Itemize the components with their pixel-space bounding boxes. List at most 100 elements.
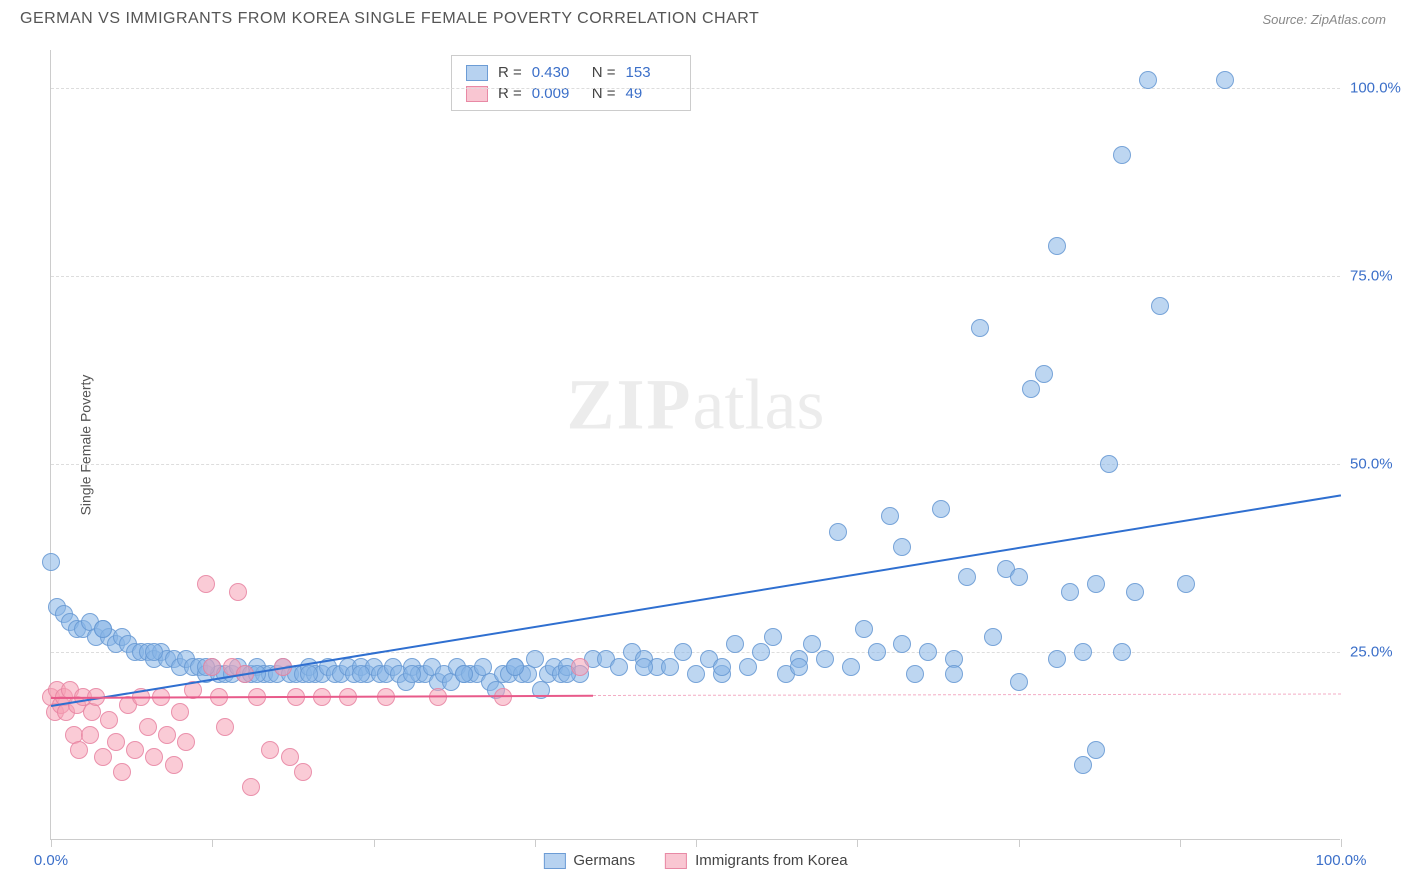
data-point — [726, 635, 744, 653]
data-point — [197, 575, 215, 593]
data-point — [893, 635, 911, 653]
data-point — [70, 741, 88, 759]
data-point — [506, 658, 524, 676]
data-point — [1048, 650, 1066, 668]
data-point — [984, 628, 1002, 646]
data-point — [94, 748, 112, 766]
data-point — [571, 658, 589, 676]
data-point — [674, 643, 692, 661]
data-point — [1035, 365, 1053, 383]
data-point — [294, 763, 312, 781]
data-point — [113, 763, 131, 781]
data-point — [1087, 741, 1105, 759]
legend-row-korea: R = 0.009 N = 49 — [466, 83, 676, 104]
data-point — [83, 703, 101, 721]
swatch-germans-icon — [543, 853, 565, 869]
data-point — [752, 643, 770, 661]
data-point — [842, 658, 860, 676]
data-point — [906, 665, 924, 683]
data-point — [803, 635, 821, 653]
data-point — [855, 620, 873, 638]
chart-container: Single Female Poverty ZIPatlas R = 0.430… — [50, 50, 1340, 840]
x-tick — [1019, 839, 1020, 847]
data-point — [1074, 756, 1092, 774]
x-tick-label: 0.0% — [34, 852, 68, 869]
data-point — [971, 319, 989, 337]
data-point — [1048, 237, 1066, 255]
data-point — [403, 665, 421, 683]
data-point — [1061, 583, 1079, 601]
data-point — [1010, 568, 1028, 586]
data-point — [1074, 643, 1092, 661]
x-tick — [51, 839, 52, 847]
data-point — [881, 507, 899, 525]
y-tick-label: 50.0% — [1350, 455, 1406, 472]
data-point — [816, 650, 834, 668]
data-point — [145, 643, 163, 661]
data-point — [81, 726, 99, 744]
correlation-legend: R = 0.430 N = 153 R = 0.009 N = 49 — [451, 55, 691, 111]
data-point — [687, 665, 705, 683]
x-tick — [374, 839, 375, 847]
data-point — [42, 553, 60, 571]
data-point — [242, 778, 260, 796]
x-tick — [1341, 839, 1342, 847]
legend-row-germans: R = 0.430 N = 153 — [466, 62, 676, 83]
data-point — [919, 643, 937, 661]
data-point — [635, 658, 653, 676]
data-point — [107, 733, 125, 751]
x-tick-label: 100.0% — [1316, 852, 1367, 869]
swatch-korea-icon — [665, 853, 687, 869]
legend-item-korea: Immigrants from Korea — [665, 852, 848, 869]
data-point — [868, 643, 886, 661]
data-point — [158, 726, 176, 744]
grid-line — [51, 464, 1340, 465]
swatch-germans-icon — [466, 65, 488, 81]
x-tick — [857, 839, 858, 847]
data-point — [945, 665, 963, 683]
source-attribution: Source: ZipAtlas.com — [1262, 12, 1386, 27]
data-point — [177, 733, 195, 751]
data-point — [1139, 71, 1157, 89]
data-point — [1087, 575, 1105, 593]
data-point — [171, 703, 189, 721]
legend-item-germans: Germans — [543, 852, 635, 869]
data-point — [455, 665, 473, 683]
data-point — [1151, 297, 1169, 315]
grid-line — [51, 652, 1340, 653]
data-point — [1177, 575, 1195, 593]
data-point — [145, 748, 163, 766]
data-point — [1126, 583, 1144, 601]
data-point — [739, 658, 757, 676]
chart-header: GERMAN VS IMMIGRANTS FROM KOREA SINGLE F… — [0, 0, 1406, 33]
data-point — [958, 568, 976, 586]
grid-line — [51, 276, 1340, 277]
chart-title: GERMAN VS IMMIGRANTS FROM KOREA SINGLE F… — [20, 10, 759, 28]
y-tick-label: 75.0% — [1350, 267, 1406, 284]
data-point — [893, 538, 911, 556]
data-point — [790, 658, 808, 676]
data-point — [100, 711, 118, 729]
data-point — [1010, 673, 1028, 691]
data-point — [281, 748, 299, 766]
data-point — [352, 665, 370, 683]
x-tick — [535, 839, 536, 847]
trend-line — [593, 693, 1341, 696]
data-point — [229, 583, 247, 601]
y-tick-label: 100.0% — [1350, 79, 1406, 96]
data-point — [1113, 146, 1131, 164]
data-point — [261, 741, 279, 759]
data-point — [713, 658, 731, 676]
x-tick — [212, 839, 213, 847]
data-point — [165, 756, 183, 774]
data-point — [94, 620, 112, 638]
data-point — [139, 718, 157, 736]
series-legend: Germans Immigrants from Korea — [543, 852, 847, 869]
data-point — [610, 658, 628, 676]
x-tick — [696, 839, 697, 847]
data-point — [526, 650, 544, 668]
data-point — [300, 665, 318, 683]
plot-area: ZIPatlas R = 0.430 N = 153 R = 0.009 N =… — [50, 50, 1340, 840]
data-point — [1022, 380, 1040, 398]
x-tick — [1180, 839, 1181, 847]
